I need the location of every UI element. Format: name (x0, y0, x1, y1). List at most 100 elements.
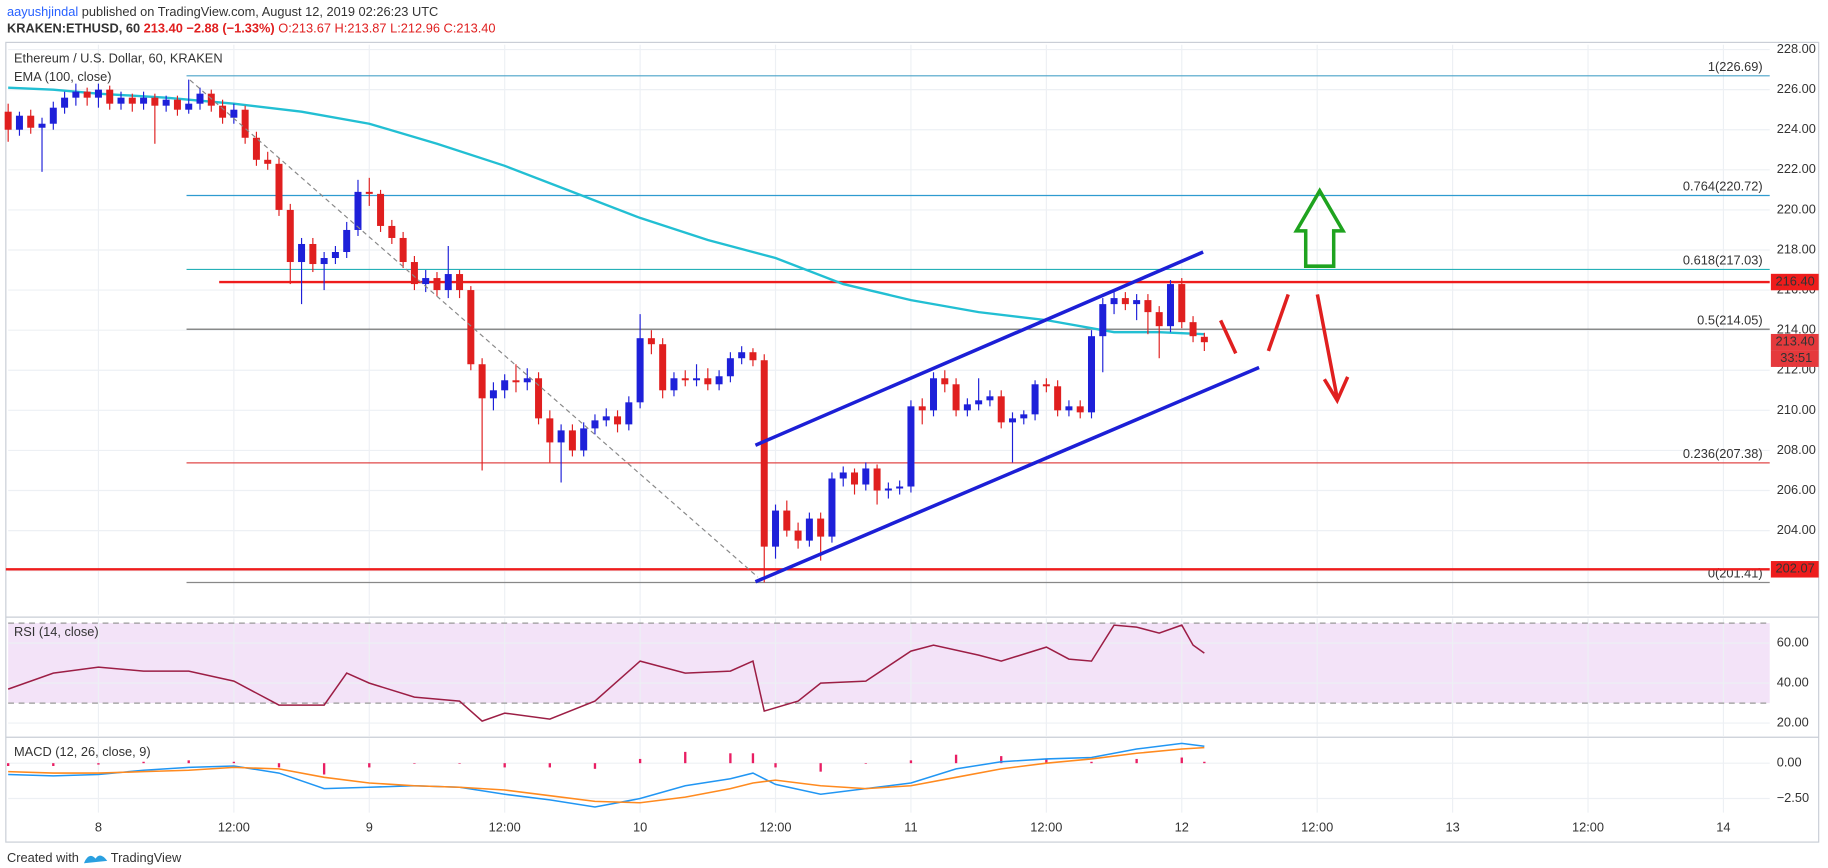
drawings (189, 79, 1350, 584)
candle-body (1121, 298, 1129, 305)
histogram-bar (819, 763, 822, 772)
candle-body (681, 378, 689, 381)
candle-body (512, 380, 520, 383)
y-tick-label: 40.00 (1777, 674, 1809, 689)
histogram-bar (458, 763, 461, 764)
price-tag-label: 216.40 (1776, 273, 1815, 288)
histogram-bar (1045, 758, 1048, 764)
y-tick-label: 20.00 (1777, 714, 1809, 729)
fib-label: 1(226.69) (1708, 59, 1763, 74)
candle-body (61, 97, 69, 108)
published: published on TradingView.com, August 12,… (82, 4, 439, 19)
candle-body (388, 225, 396, 238)
red-path (1219, 319, 1238, 355)
candle-body (805, 518, 813, 541)
x-tick-label: 12 (1175, 819, 1189, 834)
x-tick-label: 9 (366, 819, 373, 834)
histogram-bar (142, 761, 145, 764)
countdown-tag (1770, 350, 1819, 367)
candle-body (941, 378, 949, 385)
candle-body (997, 396, 1005, 423)
candle-body (286, 209, 294, 263)
candle-body (1065, 406, 1073, 411)
y-tick-label: 210.00 (1777, 402, 1816, 417)
x-tick-label: 10 (633, 819, 647, 834)
macd-line (8, 742, 1205, 808)
candle-body (602, 416, 610, 421)
histogram-bar (1090, 761, 1093, 764)
candle-body (1178, 284, 1186, 323)
y-tick-label: 226.00 (1777, 81, 1816, 96)
up-arrow (1293, 187, 1347, 268)
candle-body (1042, 384, 1050, 387)
candle-body (930, 378, 938, 411)
histogram-bar (97, 763, 100, 765)
y-tick-label: 204.00 (1777, 522, 1816, 537)
histogram-bar (774, 763, 777, 768)
candle-body (219, 105, 227, 118)
footer-brand[interactable]: TradingView (111, 850, 182, 865)
red-path (1266, 293, 1290, 352)
candle-body (264, 159, 272, 164)
histogram-bar (864, 763, 867, 764)
price-tag (1770, 561, 1819, 578)
histogram-bar (593, 763, 597, 769)
candle-body (704, 378, 712, 385)
price-tag (1770, 273, 1819, 291)
candle-body (1099, 304, 1107, 337)
candle-body (343, 229, 351, 253)
candle-body (975, 400, 983, 405)
candle-body (27, 115, 35, 128)
candle-body (1054, 386, 1062, 411)
down-arrow (1315, 294, 1350, 405)
candle-body (410, 262, 418, 285)
candle-body (715, 376, 723, 385)
candle-body (1110, 298, 1118, 305)
macd-line (8, 746, 1205, 804)
candle-body (230, 109, 238, 118)
x-tick-label: 8 (95, 819, 102, 834)
x-tick-label: 14 (1716, 819, 1730, 834)
y-tick-label: −2.50 (1777, 790, 1809, 805)
close: C:213.40 (444, 21, 496, 36)
candle-body (331, 252, 339, 259)
candle-body (535, 378, 543, 419)
histogram-bar (503, 763, 506, 768)
candle-body (422, 278, 430, 285)
x-tick-label: 12:00 (218, 819, 250, 834)
candle-body (783, 510, 791, 531)
candle-body (117, 97, 125, 104)
candle-body (963, 404, 971, 411)
histogram-bar (277, 763, 281, 768)
histogram-bar (232, 761, 236, 764)
rsi-line (7, 624, 1205, 722)
candle-body (49, 107, 57, 124)
logo (83, 855, 108, 864)
candle-body (309, 243, 317, 265)
candle-body (399, 237, 407, 263)
candle-body (1076, 406, 1084, 413)
candle-body (456, 274, 464, 291)
last: 213.40 (144, 21, 183, 36)
candle-body (298, 243, 306, 263)
trend-line (189, 79, 759, 578)
author[interactable]: aayushjindal (7, 4, 78, 19)
candle-body (94, 89, 102, 98)
fib-label: 0.5(214.05) (1697, 312, 1763, 327)
candle-body (128, 97, 136, 104)
candle-body (738, 352, 746, 359)
x-tick-label: 12:00 (1572, 819, 1604, 834)
candle-body (38, 123, 46, 128)
legend-entry: EMA (100, close) (14, 69, 112, 84)
candle-body (817, 518, 825, 537)
histogram-bar (1203, 761, 1206, 764)
candle-body (1133, 300, 1141, 305)
header-line-2: KRAKEN:ETHUSD, 60 213.40 −2.88 (−1.33%) … (7, 21, 496, 36)
candle-body (241, 109, 249, 138)
x-tick-label: 11 (904, 819, 917, 834)
y-tick-label: 228.00 (1777, 41, 1816, 56)
candle-body (162, 99, 170, 106)
last-price-label: 213.40 (1776, 334, 1815, 349)
pane-title: Ethereum / U.S. Dollar, 60, KRAKEN (14, 50, 223, 65)
